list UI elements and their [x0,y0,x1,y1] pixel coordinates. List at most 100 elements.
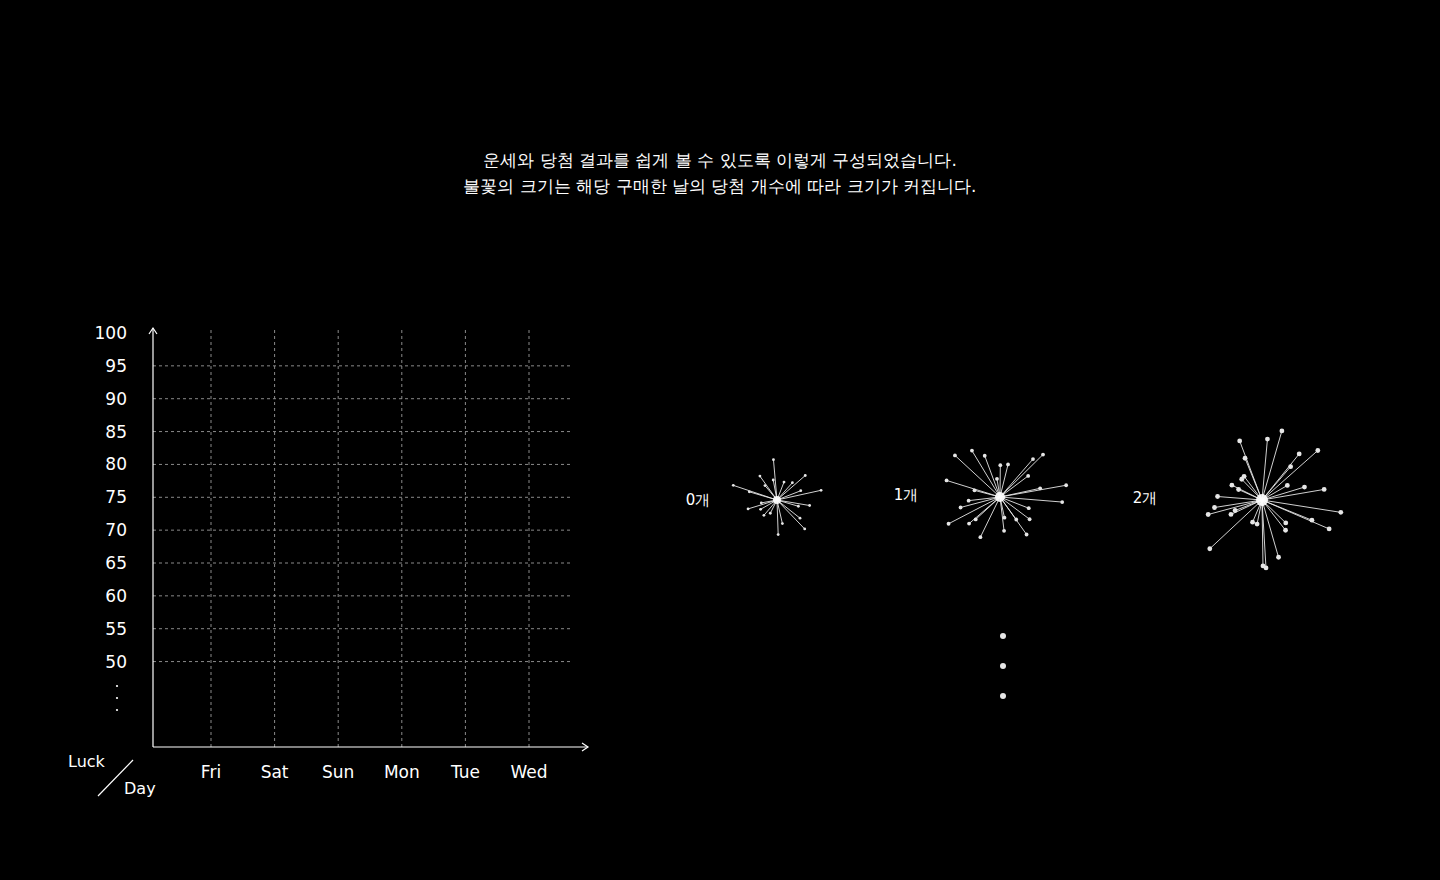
firework-ray [1000,485,1066,497]
firework-spark [1255,522,1260,527]
y-tick-label: 50 [105,652,127,672]
grid-line-y [153,365,571,366]
firework-spark [1327,527,1332,532]
firework-ray [961,497,1000,507]
chart-canvas: 운세와 당첨 결과를 쉽게 볼 수 있도록 이렇게 구성되었습니다.불꽃의 크기… [0,0,1440,880]
firework-spark [967,499,971,503]
firework-label: 0개 [686,491,711,509]
firework-spark [1261,564,1266,569]
axis-break [116,709,118,711]
firework-ray [1262,500,1264,566]
x-tick-label: Sat [261,762,289,782]
firework-ray [955,455,1000,497]
grid-line-x [401,330,402,747]
firework-spark [1207,546,1212,551]
x-axis [153,746,588,747]
firework-spark [1315,448,1320,453]
firework-spark [1041,453,1045,457]
firework-spark [1215,494,1220,499]
x-axis-arrow [582,743,588,751]
firework-spark [748,490,751,493]
firework-spark [759,508,762,511]
firework-spark [1288,464,1293,469]
firework-ray [777,500,805,529]
firework-spark [763,514,766,517]
y-tick-label: 95 [105,356,127,376]
firework-spark [945,479,949,483]
grid-line-y [153,628,571,629]
firework-spark [1025,533,1029,537]
firework-spark [1212,505,1217,510]
firework-spark [1283,520,1288,525]
firework-spark [1027,506,1031,510]
firework-ray [1000,497,1027,534]
firework-spark [1003,516,1007,520]
firework-ray [1000,497,1004,531]
firework-spark [1242,474,1247,479]
firework-spark [799,517,802,520]
firework-spark [1233,508,1238,513]
continuation-dot [1000,633,1006,639]
y-tick-label: 55 [105,619,127,639]
y-tick-label: 60 [105,586,127,606]
y-tick-label: 70 [105,520,127,540]
firework-ray [733,485,777,500]
firework-spark [1250,520,1255,525]
firework-spark [1028,517,1032,521]
firework-core [1256,494,1268,506]
firework-spark [1229,483,1234,488]
firework-spark [959,506,963,510]
firework-ray [1240,441,1262,500]
firework-ray [777,500,778,535]
firework-spark [970,449,974,453]
grid-line-y [153,661,571,662]
firework-spark [1285,483,1290,488]
axis-break [116,685,118,687]
firework-spark [799,489,802,492]
firework-ray [949,497,1000,524]
grid [153,330,571,747]
firework-spark [1237,439,1242,444]
firework-spark [803,528,806,531]
firework-ray [1262,467,1291,500]
firework-spark [1002,529,1006,533]
firework-label: 2개 [1133,489,1158,507]
y-tick-label: 65 [105,553,127,573]
continuation-dot [1000,663,1006,669]
y-axis-arrow [149,328,157,334]
x-tick-label: Tue [450,762,480,782]
x-tick-label: Wed [510,762,547,782]
firework-ray [1262,500,1329,529]
firework-ray [972,451,1000,497]
y-axis [152,328,153,747]
firework-ray [773,460,777,500]
grid-line-y [153,431,571,432]
grid-line-y [153,497,571,498]
firework-spark [759,475,762,478]
firework-spark [983,454,987,458]
firework-ray [1262,450,1318,500]
firework-ray [1262,454,1299,500]
firework-spark [1014,518,1018,522]
firework-spark [1297,451,1302,456]
firework-ray [1000,497,1062,502]
firework-spark [760,502,763,505]
firework-spark [1279,428,1284,433]
firework-ray [1262,489,1324,500]
firework-ray [1215,500,1262,508]
firework-ray [748,500,777,509]
firework-ray [1208,500,1262,515]
firework-spark [1026,474,1030,478]
y-tick-label: 75 [105,487,127,507]
firework-label: 1개 [894,486,919,504]
firework-spark [820,489,823,492]
firework-spark [953,454,957,458]
firework-spark [1322,487,1327,492]
firework-spark [808,504,811,507]
firework-ray [980,497,1000,537]
y-tick-label: 100 [95,323,127,343]
subtitle: 불꽃의 크기는 해당 구매한 날의 당첨 개수에 따라 크기가 커집니다. [463,176,976,196]
firework-spark [1276,555,1281,560]
firework-spark [1064,483,1068,487]
firework-spark [1236,487,1241,492]
